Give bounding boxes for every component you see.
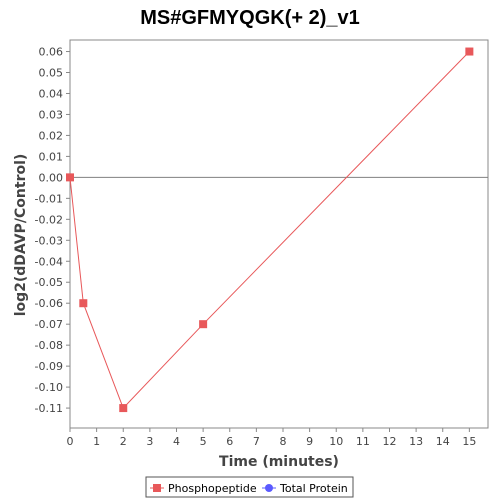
x-tick-label: 13	[409, 435, 423, 448]
y-tick-label: -0.04	[35, 255, 63, 268]
y-axis-label: log2(dDAVP/Control)	[13, 154, 29, 317]
x-axis: 0 1 2 3 4 5 6 7 8 9 10 11 12 13 14 15	[67, 428, 476, 448]
y-tick-label: -0.02	[35, 213, 63, 226]
x-tick-label: 0	[67, 435, 74, 448]
y-tick-label: 0.03	[39, 108, 64, 121]
y-tick-label: 0.01	[39, 150, 64, 163]
data-point	[465, 47, 474, 56]
y-tick-label: 0.04	[39, 87, 64, 100]
x-tick-label: 1	[93, 435, 100, 448]
x-tick-label: 14	[436, 435, 450, 448]
chart-title: MS#GFMYQGK(+ 2)_v1	[140, 7, 360, 29]
y-tick-label: -0.09	[35, 360, 63, 373]
x-tick-label: 4	[173, 435, 180, 448]
x-tick-label: 10	[329, 435, 343, 448]
data-point	[66, 173, 74, 182]
x-tick-label: 7	[253, 435, 260, 448]
x-tick-label: 9	[306, 435, 313, 448]
y-tick-label: -0.10	[35, 381, 63, 394]
x-tick-label: 15	[462, 435, 476, 448]
x-tick-label: 3	[146, 435, 153, 448]
y-tick-label: -0.01	[35, 192, 63, 205]
y-tick-label: -0.08	[35, 339, 63, 352]
y-tick-label: -0.06	[35, 297, 63, 310]
y-tick-label: -0.11	[35, 402, 63, 415]
x-tick-label: 6	[226, 435, 233, 448]
x-tick-label: 5	[200, 435, 207, 448]
y-tick-label: 0.05	[39, 67, 64, 80]
legend-label: Phosphopeptide	[168, 482, 257, 495]
y-tick-label: -0.03	[35, 234, 63, 247]
x-tick-label: 11	[356, 435, 370, 448]
data-point	[119, 404, 128, 413]
x-axis-label: Time (minutes)	[219, 454, 339, 470]
y-axis: 0.06 0.05 0.04 0.03 0.02 0.01 0.00 -0.01 -0.02 -0…	[35, 46, 70, 415]
y-tick-label: 0.06	[39, 46, 64, 59]
x-tick-label: 2	[120, 435, 127, 448]
legend: Phosphopeptide Total Protein	[145, 476, 354, 498]
y-tick-label: -0.05	[35, 276, 63, 289]
y-tick-label: 0.00	[39, 171, 64, 184]
y-tick-label: -0.07	[35, 318, 63, 331]
data-point	[199, 320, 208, 329]
series-layer	[66, 47, 474, 413]
y-tick-label: 0.02	[39, 129, 64, 142]
plot-area	[69, 39, 489, 429]
legend-label: Total Protein	[279, 482, 348, 495]
legend-box	[145, 476, 354, 498]
legend-marker	[153, 484, 161, 492]
x-tick-label: 8	[279, 435, 286, 448]
legend-marker	[265, 484, 273, 492]
data-point	[79, 299, 88, 308]
x-tick-label: 12	[382, 435, 396, 448]
